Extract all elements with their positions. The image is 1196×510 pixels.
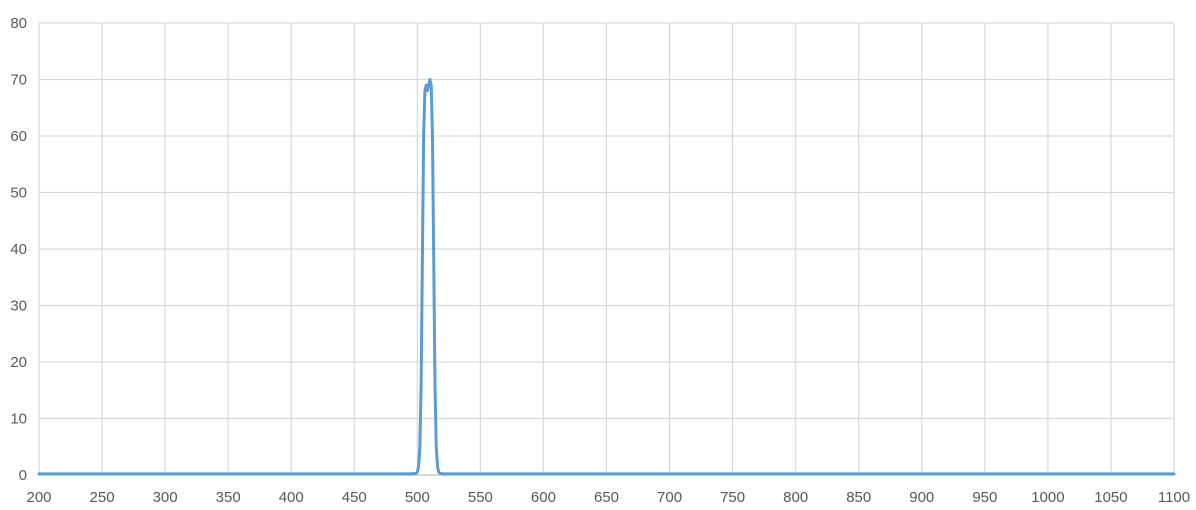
y-tick-label: 60 — [10, 128, 27, 145]
x-tick-label: 900 — [909, 489, 934, 506]
x-tick-label: 450 — [342, 489, 367, 506]
grid — [38, 22, 1175, 475]
series-line — [37, 78, 1176, 476]
x-tick-label: 950 — [972, 489, 997, 506]
y-tick-label: 50 — [10, 185, 27, 202]
x-tick-label: 350 — [216, 489, 241, 506]
series-layer — [37, 78, 1176, 476]
y-axis-tick-labels: 0 10 20 30 40 50 60 70 80 — [10, 15, 27, 484]
x-tick-label: 1000 — [1031, 489, 1064, 506]
y-tick-label: 0 — [19, 467, 27, 484]
x-tick-label: 1100 — [1158, 489, 1190, 506]
x-tick-label: 500 — [405, 489, 430, 506]
x-tick-label: 750 — [720, 489, 745, 506]
x-tick-label: 1050 — [1094, 489, 1127, 506]
x-tick-label: 850 — [846, 489, 871, 506]
y-tick-label: 80 — [10, 15, 27, 32]
x-tick-label: 200 — [26, 489, 51, 506]
x-tick-label: 300 — [153, 489, 178, 506]
x-tick-label: 700 — [657, 489, 682, 506]
x-axis-tick-labels: 200 250 300 350 400 450 500 550 600 650 700 750 800 8… — [26, 489, 1190, 506]
y-tick-label: 30 — [10, 298, 27, 315]
x-tick-label: 400 — [279, 489, 304, 506]
x-tick-label: 250 — [90, 489, 115, 506]
x-tick-label: 550 — [468, 489, 493, 506]
y-tick-label: 20 — [10, 354, 27, 371]
y-tick-label: 70 — [10, 72, 27, 89]
y-tick-label: 40 — [10, 241, 27, 258]
x-tick-label: 600 — [531, 489, 556, 506]
x-tick-label: 800 — [783, 489, 808, 506]
y-tick-label: 10 — [10, 411, 27, 428]
x-tick-label: 650 — [594, 489, 619, 506]
